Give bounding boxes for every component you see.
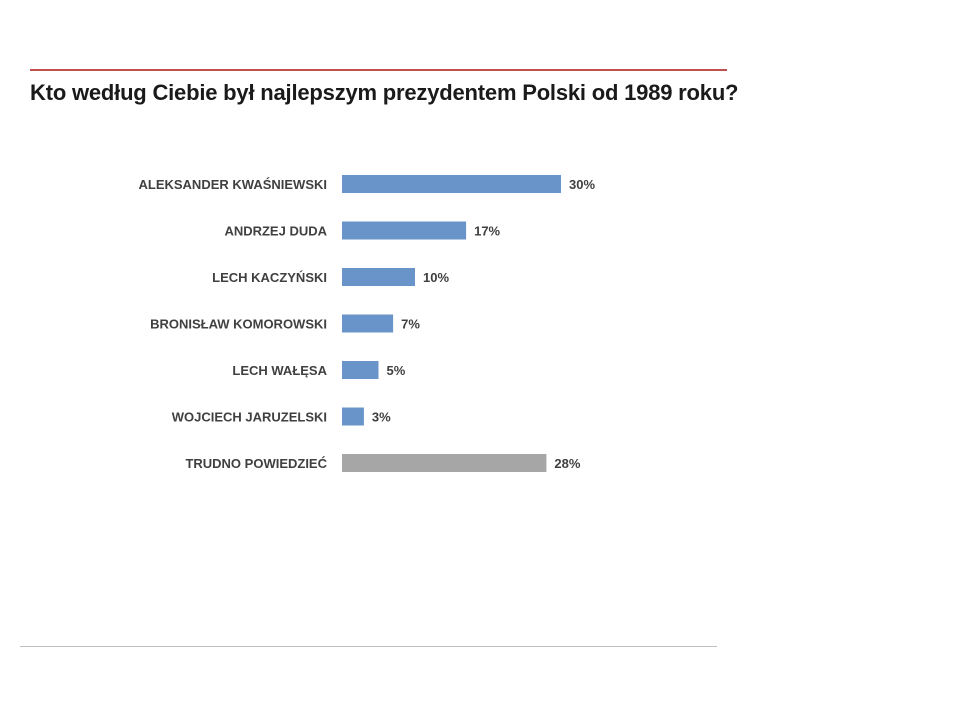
- bar: [342, 361, 379, 379]
- bar: [342, 314, 394, 333]
- title-accent-rule: [30, 69, 727, 71]
- category-label: WOJCIECH JARUZELSKI: [172, 410, 327, 425]
- chart-title: Kto według Ciebie był najlepszym prezyde…: [30, 80, 739, 105]
- category-label: ANDRZEJ DUDA: [224, 224, 327, 239]
- bar: [342, 407, 364, 426]
- value-label: 17%: [474, 224, 500, 239]
- bar: [342, 268, 415, 286]
- category-label: BRONISŁAW KOMOROWSKI: [150, 317, 327, 332]
- category-label: LECH WAŁĘSA: [232, 363, 327, 378]
- bar: [342, 221, 467, 240]
- value-label: 10%: [423, 270, 449, 285]
- bar: [342, 175, 561, 193]
- category-label: TRUDNO POWIEDZIEĆ: [185, 456, 327, 471]
- category-label: ALEKSANDER KWAŚNIEWSKI: [138, 177, 327, 192]
- value-label: 3%: [372, 410, 391, 425]
- value-label: 7%: [401, 317, 420, 332]
- value-label: 30%: [569, 177, 595, 192]
- value-label: 5%: [387, 363, 406, 378]
- category-label: LECH KACZYŃSKI: [212, 270, 327, 285]
- footer-rule: [20, 646, 717, 647]
- value-label: 28%: [554, 456, 580, 471]
- bar-chart: ALEKSANDER KWAŚNIEWSKI 30% ANDRZEJ DUDA 17%…: [138, 175, 595, 472]
- bar: [342, 454, 547, 472]
